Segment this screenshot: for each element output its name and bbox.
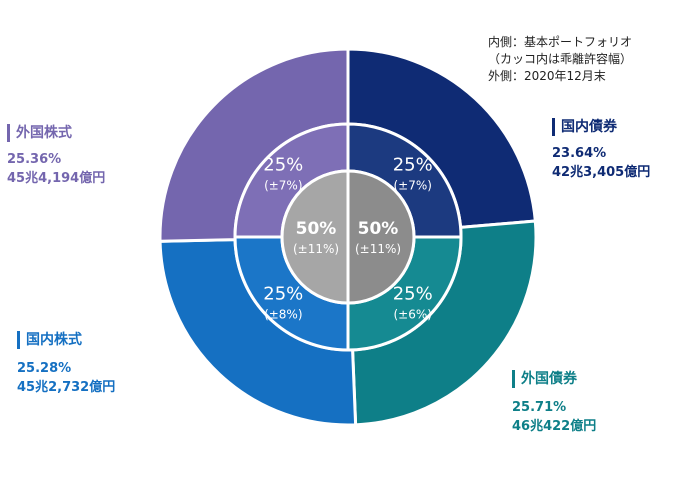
legend-note: 内側：基本ポートフォリオ （カッコ内は乖離許容幅） 外側：2020年12月末 [488, 34, 632, 85]
label-foreign-equities-amount: 45兆4,194億円 [7, 171, 106, 186]
inner-slice-band-2: (±8%) [264, 308, 302, 322]
center-slice-label-0: 50% [358, 219, 399, 239]
inner-slice-band-3: (±7%) [264, 178, 302, 192]
center-slice-band-0: (±11%) [355, 242, 401, 256]
center-slice-label-1: 50% [296, 219, 337, 239]
legend-note-inner: 内側：基本ポートフォリオ [488, 35, 633, 49]
legend-note-outer: 外側：2020年12月末 [488, 69, 606, 83]
center-slice-1 [280, 169, 350, 305]
inner-slice-label-1: 25% [393, 284, 433, 305]
legend-note-inner-sub: （カッコ内は乖離許容幅） [488, 52, 633, 66]
label-foreign-equities-name: 外国株式 [7, 124, 72, 142]
label-domestic-bonds: 国内債券 23.64% 42兆3,405億円 [552, 116, 650, 182]
inner-slice-band-1: (±6%) [393, 308, 431, 322]
inner-slice-label-0: 25% [393, 154, 433, 175]
label-foreign-equities: 外国株式 25.36% 45兆4,194億円 [7, 122, 105, 188]
label-domestic-equities-amount: 45兆2,732億円 [17, 380, 116, 395]
inner-slice-label-3: 25% [263, 154, 303, 175]
inner-slice-label-2: 25% [263, 284, 303, 305]
label-domestic-equities-pct: 25.28% [17, 361, 72, 376]
label-domestic-equities-name: 国内株式 [17, 331, 82, 349]
label-domestic-equities: 国内株式 25.28% 45兆2,732億円 [17, 329, 115, 397]
label-foreign-bonds: 外国債券 25.71% 46兆422億円 [512, 368, 596, 436]
label-domestic-bonds-amount: 42兆3,405億円 [552, 165, 651, 180]
label-foreign-bonds-amount: 46兆422億円 [512, 419, 597, 434]
label-foreign-bonds-name: 外国債券 [512, 370, 577, 388]
center-slice-0 [346, 169, 416, 305]
label-foreign-bonds-pct: 25.71% [512, 400, 567, 415]
inner-slice-band-0: (±7%) [393, 178, 431, 192]
label-domestic-bonds-pct: 23.64% [552, 146, 607, 161]
label-foreign-equities-pct: 25.36% [7, 152, 62, 167]
label-domestic-bonds-name: 国内債券 [552, 118, 617, 136]
center-slice-band-1: (±11%) [293, 242, 339, 256]
